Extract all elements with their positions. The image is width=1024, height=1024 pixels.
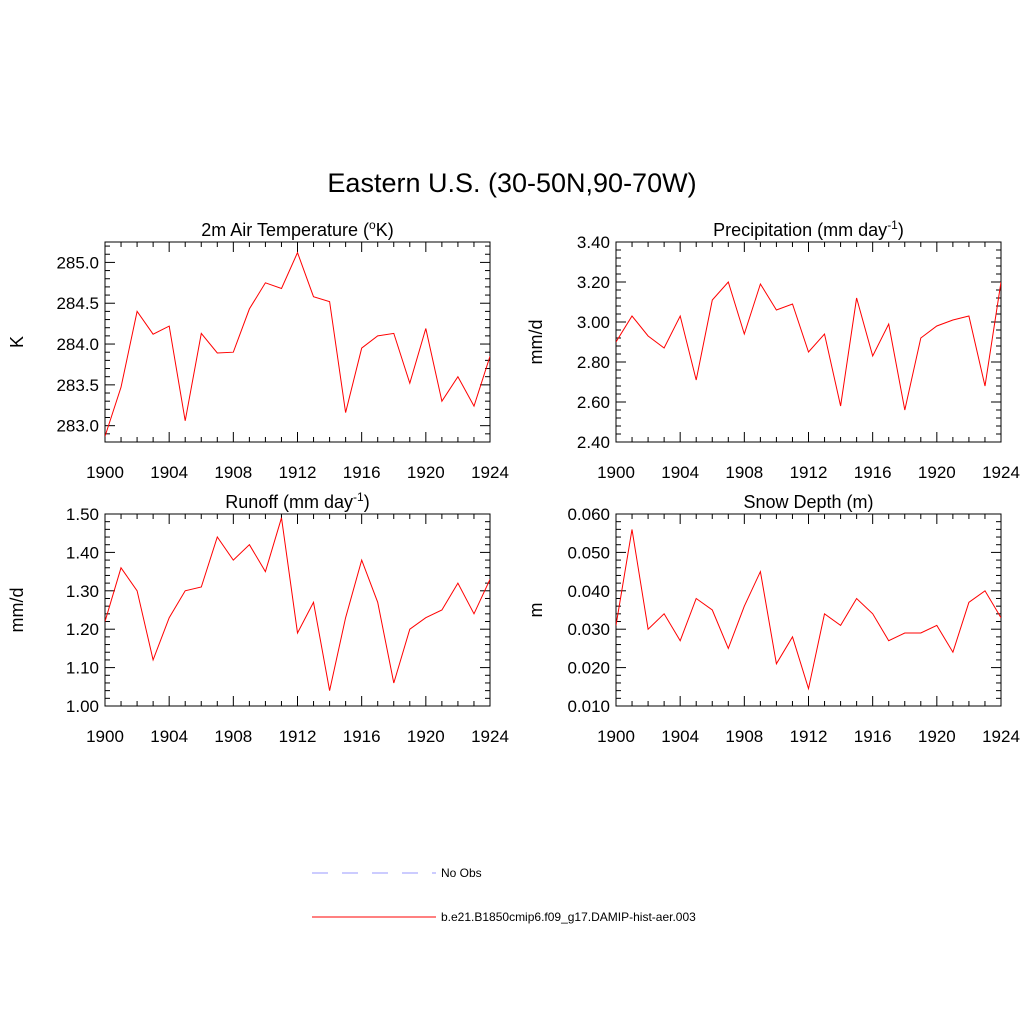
chart-legend: No Obs b.e21.B1850cmip6.f09_g17.DAMIP-his… (312, 866, 696, 924)
y-tick-label: 283.5 (56, 376, 99, 395)
x-tick-label: 1924 (471, 727, 509, 746)
x-tick-label: 1900 (597, 463, 635, 482)
legend-item-2: b.e21.B1850cmip6.f09_g17.DAMIP-hist-aer.… (312, 910, 696, 924)
y-tick-label: 2.80 (577, 353, 610, 372)
x-tick-label: 1912 (790, 727, 828, 746)
legend-label: b.e21.B1850cmip6.f09_g17.DAMIP-hist-aer.… (441, 910, 696, 924)
x-tick-label: 1900 (86, 727, 124, 746)
chart-panels: 1900 1904 1908 1912 1916 1920 1924 283.0 283.5 28… (7, 218, 1020, 746)
x-tick-label: 1920 (407, 463, 445, 482)
x-tick-label: 1912 (790, 463, 828, 482)
x-tick-label: 1920 (407, 727, 445, 746)
y-tick-label: 0.010 (567, 697, 610, 716)
y-axis-label: mm/d (526, 320, 546, 365)
panel-3: 1900 1904 1908 1912 1916 1920 1924 1.00 1.10 1.20… (7, 490, 509, 746)
x-tick-label: 1904 (661, 727, 699, 746)
y-axis-label: mm/d (7, 588, 27, 633)
y-tick-label: 1.20 (66, 620, 99, 639)
x-tick-label: 1908 (725, 463, 763, 482)
series-line-1 (616, 281, 1001, 411)
y-tick-label: 1.00 (66, 697, 99, 716)
x-tick-label: 1920 (918, 463, 956, 482)
x-tick-label: 1920 (918, 727, 956, 746)
series-line-1 (105, 251, 490, 437)
x-tick-label: 1908 (214, 727, 252, 746)
x-tick-label: 1900 (86, 463, 124, 482)
panel-title: Precipitation (mm day-1) (713, 218, 904, 240)
x-tick-label: 1904 (150, 727, 188, 746)
x-tick-label: 1916 (854, 463, 892, 482)
y-tick-label: 0.050 (567, 543, 610, 562)
panel-4: 1900 1904 1908 1912 1916 1920 1924 0.010 0.020 0.… (526, 492, 1020, 746)
y-tick-label: 1.10 (66, 659, 99, 678)
panel-1: 1900 1904 1908 1912 1916 1920 1924 283.0 283.5 28… (7, 218, 509, 482)
plot-frame (615, 241, 1002, 443)
y-tick-label: 1.30 (66, 582, 99, 601)
x-tick-label: 1912 (279, 463, 317, 482)
y-tick-label: 285.0 (56, 253, 99, 272)
x-tick-label: 1900 (597, 727, 635, 746)
x-tick-label: 1908 (214, 463, 252, 482)
x-tick-label: 1924 (982, 727, 1020, 746)
series-line-1 (105, 517, 490, 691)
x-tick-label: 1916 (854, 727, 892, 746)
y-tick-label: 3.40 (577, 233, 610, 252)
y-tick-label: 2.40 (577, 433, 610, 452)
x-tick-label: 1924 (471, 463, 509, 482)
x-tick-label: 1916 (343, 463, 381, 482)
panel-title: 2m Air Temperature (oK) (201, 218, 393, 240)
series-line-1 (616, 529, 1001, 691)
plot-frame (104, 513, 491, 707)
x-tick-label: 1912 (279, 727, 317, 746)
x-tick-label: 1904 (150, 463, 188, 482)
y-axis-label: m (526, 603, 546, 618)
y-tick-label: 0.030 (567, 620, 610, 639)
x-tick-label: 1916 (343, 727, 381, 746)
y-tick-label: 3.20 (577, 273, 610, 292)
plot-frame (104, 241, 491, 443)
legend-label: No Obs (441, 866, 482, 880)
plot-frame (615, 513, 1002, 707)
x-tick-label: 1904 (661, 463, 699, 482)
y-tick-label: 0.060 (567, 505, 610, 524)
panel-2: 1900 1904 1908 1912 1916 1920 1924 2.40 2.60 2.80… (526, 218, 1020, 482)
y-tick-label: 3.00 (577, 313, 610, 332)
y-tick-label: 284.0 (56, 335, 99, 354)
panel-title: Runoff (mm day-1) (225, 490, 369, 512)
y-tick-label: 283.0 (56, 417, 99, 436)
y-tick-label: 1.40 (66, 543, 99, 562)
x-tick-label: 1924 (982, 463, 1020, 482)
y-tick-label: 284.5 (56, 294, 99, 313)
y-tick-label: 2.60 (577, 393, 610, 412)
y-axis-label: K (7, 336, 27, 348)
chart-main-title: Eastern U.S. (30-50N,90-70W) (327, 168, 697, 198)
y-tick-label: 0.020 (567, 659, 610, 678)
legend-item-1: No Obs (312, 866, 482, 880)
panel-title: Snow Depth (m) (743, 492, 873, 512)
y-tick-label: 1.50 (66, 505, 99, 524)
x-tick-label: 1908 (725, 727, 763, 746)
y-tick-label: 0.040 (567, 582, 610, 601)
